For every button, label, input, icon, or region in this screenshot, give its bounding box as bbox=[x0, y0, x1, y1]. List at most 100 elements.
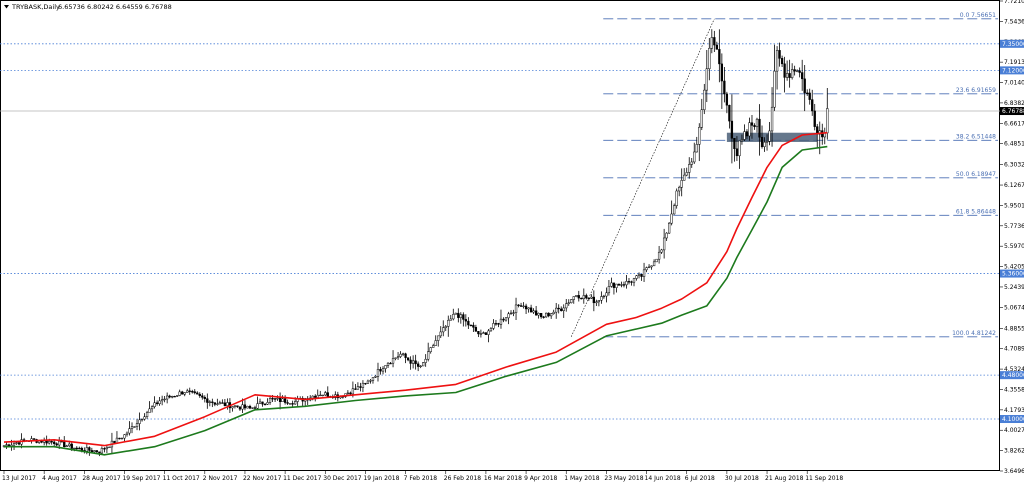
candle-body bbox=[422, 362, 425, 367]
candle bbox=[371, 377, 375, 384]
candle-body bbox=[32, 438, 36, 440]
candle bbox=[642, 262, 646, 283]
candle bbox=[665, 232, 668, 241]
candle-body bbox=[286, 402, 289, 404]
candle bbox=[785, 60, 789, 81]
candle-body bbox=[419, 365, 422, 368]
candle-body bbox=[788, 73, 791, 78]
candle-body bbox=[211, 401, 214, 403]
candle-body bbox=[48, 441, 51, 444]
candle bbox=[725, 91, 729, 114]
candle bbox=[798, 67, 801, 78]
level-price-tag: 7.35000 bbox=[1000, 39, 1024, 48]
candle-body bbox=[642, 269, 646, 277]
candle bbox=[206, 393, 209, 409]
plot-frame bbox=[0, 0, 1000, 471]
y-tick-label: 6.12670 bbox=[1004, 182, 1024, 189]
candle-body bbox=[580, 297, 583, 300]
candle-body bbox=[135, 423, 139, 427]
candle-body bbox=[429, 347, 432, 352]
candle-body bbox=[587, 297, 590, 300]
candle-body bbox=[622, 284, 626, 286]
ma-slow-line[interactable] bbox=[4, 145, 828, 456]
candle bbox=[587, 297, 590, 301]
candle-body bbox=[75, 447, 78, 450]
fib-trend-line[interactable] bbox=[570, 18, 715, 337]
candle-body bbox=[253, 407, 257, 409]
candle-body bbox=[376, 369, 380, 377]
level-price-tag-label: 7.12000 bbox=[1002, 67, 1024, 74]
candle-body bbox=[201, 395, 204, 398]
candle bbox=[128, 421, 131, 436]
candle bbox=[381, 366, 385, 375]
candle bbox=[542, 315, 545, 319]
candle-body bbox=[384, 365, 387, 369]
y-tick-label: 5.77360 bbox=[1004, 223, 1024, 230]
candle bbox=[376, 362, 380, 382]
y-tick-label: 7.01405 bbox=[1004, 80, 1024, 87]
candle-body bbox=[708, 48, 711, 70]
candle bbox=[361, 380, 365, 393]
candle-body bbox=[778, 50, 781, 59]
ma-fast-line[interactable] bbox=[3, 131, 828, 447]
candle-body bbox=[223, 402, 227, 406]
candle bbox=[662, 228, 666, 259]
candle bbox=[103, 447, 106, 453]
candle bbox=[560, 306, 563, 312]
candle bbox=[783, 56, 786, 93]
candle-body bbox=[444, 326, 447, 328]
candle bbox=[700, 98, 703, 131]
y-tick-label: 6.30325 bbox=[1004, 162, 1024, 169]
candle bbox=[191, 389, 194, 394]
candle-body bbox=[178, 391, 181, 396]
candle-body bbox=[356, 386, 360, 390]
candle-body bbox=[173, 395, 176, 398]
candle bbox=[514, 297, 518, 320]
candle bbox=[166, 392, 169, 404]
candle bbox=[632, 277, 636, 287]
candle-body bbox=[374, 376, 377, 378]
candle bbox=[690, 157, 693, 168]
candle-body bbox=[128, 428, 131, 434]
candle bbox=[65, 444, 68, 448]
level-price-tag-label: 5.36000 bbox=[1002, 271, 1024, 278]
candle bbox=[140, 418, 144, 422]
candle-body bbox=[191, 391, 194, 393]
candle-body bbox=[58, 441, 61, 446]
symbol-dropdown-icon[interactable] bbox=[4, 5, 9, 9]
candle-body bbox=[615, 283, 618, 288]
candle-body bbox=[678, 187, 681, 192]
candle-body bbox=[532, 310, 535, 313]
candle bbox=[469, 324, 473, 327]
candle-body bbox=[720, 63, 724, 82]
current-price-tag-bg bbox=[1000, 107, 1024, 116]
candle-body bbox=[826, 108, 829, 134]
candle-body bbox=[163, 398, 166, 401]
candle bbox=[562, 304, 565, 318]
candle-body bbox=[763, 141, 766, 147]
candle bbox=[437, 335, 440, 347]
candle-body bbox=[499, 318, 503, 325]
candle bbox=[359, 382, 362, 392]
y-tick-label: 5.06740 bbox=[1004, 304, 1024, 311]
fib-level-label: 0.0 7.56651 bbox=[960, 12, 996, 19]
candle-body bbox=[479, 333, 483, 335]
candle-body bbox=[685, 172, 688, 176]
fib-level-label: 100.0 4.81242 bbox=[952, 330, 996, 337]
candle-body bbox=[238, 406, 242, 410]
y-tick-label: 5.42050 bbox=[1004, 264, 1024, 271]
level-price-tag-label: 4.10000 bbox=[1002, 416, 1024, 423]
candle-body bbox=[560, 308, 563, 311]
candle-body bbox=[635, 275, 638, 279]
y-tick-label: 4.70895 bbox=[1004, 346, 1024, 353]
candle bbox=[552, 309, 555, 315]
candle bbox=[243, 400, 247, 411]
candle bbox=[432, 343, 435, 348]
candle-body bbox=[492, 323, 495, 329]
candle bbox=[133, 426, 136, 428]
candle-body bbox=[359, 386, 362, 388]
candle bbox=[386, 362, 390, 369]
candle-body bbox=[241, 404, 244, 410]
x-tick-label: 1 May 2018 bbox=[564, 475, 599, 482]
